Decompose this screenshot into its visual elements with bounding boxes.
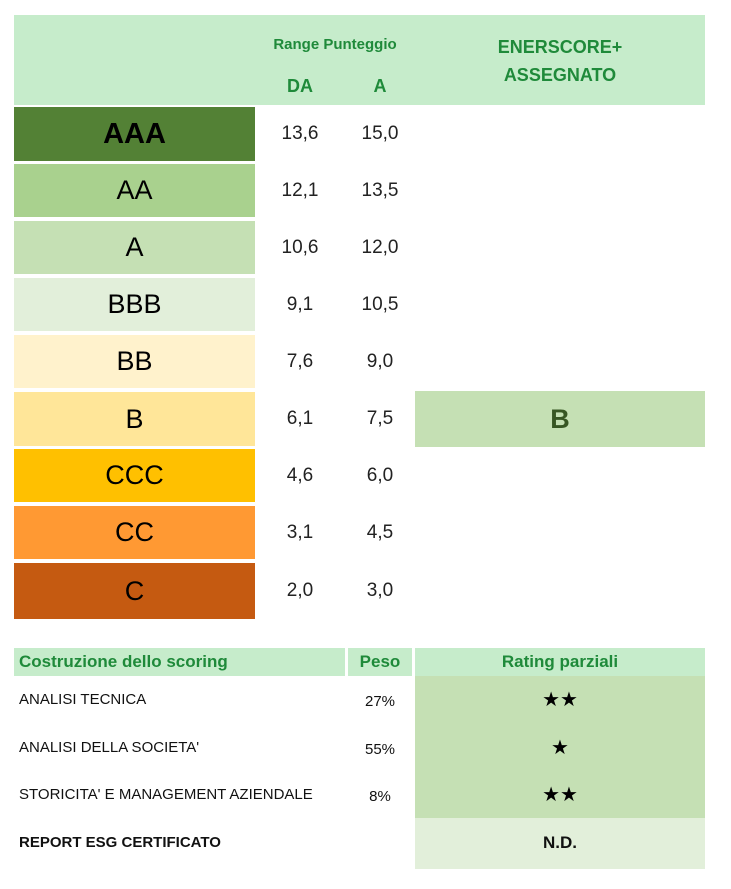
rating-header-band xyxy=(14,15,705,105)
grade-cell: BB xyxy=(14,335,255,388)
score-from: 12,1 xyxy=(281,179,319,201)
grade-cell: BBB xyxy=(14,278,255,331)
enerscore-header-line2: ASSEGNATO xyxy=(503,64,617,85)
two-star-rating: ★★ xyxy=(542,688,578,711)
score-from: 2,0 xyxy=(286,580,314,601)
assigned-rating-value: B xyxy=(550,403,570,434)
col-da-header: DA xyxy=(287,75,313,96)
score-to: 3,0 xyxy=(366,580,394,601)
score-from: 3,1 xyxy=(286,521,314,543)
grade-cell: AAA xyxy=(14,107,255,161)
report-esg-rating: N.D. xyxy=(543,833,577,852)
score-to: 7,5 xyxy=(366,408,394,429)
scoring-row-weight: 55% xyxy=(364,740,396,758)
score-from: 13,6 xyxy=(281,123,319,144)
score-from: 10,6 xyxy=(281,236,319,258)
score-from: 9,1 xyxy=(286,293,314,315)
scoring-header-label: Costruzione dello scoring xyxy=(14,648,345,676)
scoring-row-weight: 8% xyxy=(369,787,391,805)
col-a-header: A xyxy=(373,75,387,96)
two-star-rating: ★★ xyxy=(542,783,578,806)
scoring-row-weight: 27% xyxy=(364,692,396,710)
score-to: 15,0 xyxy=(361,123,399,144)
scoring-header-rating: Rating parziali xyxy=(415,648,705,676)
score-to: 13,5 xyxy=(361,179,399,201)
score-to: 12,0 xyxy=(361,236,399,258)
score-from: 7,6 xyxy=(286,350,314,372)
score-to: 4,5 xyxy=(366,521,394,543)
report-rating-cell xyxy=(415,818,705,869)
grade-cell: C xyxy=(14,563,255,619)
score-from: 6,1 xyxy=(286,408,314,429)
grade-cell: AA xyxy=(14,164,255,217)
report-esg-label: REPORT ESG CERTIFICATO xyxy=(19,833,221,851)
grade-cell: CC xyxy=(14,506,255,559)
grade-cell: CCC xyxy=(14,449,255,502)
score-to: 6,0 xyxy=(366,464,394,486)
grade-cell: A xyxy=(14,221,255,274)
range-title: Range Punteggio xyxy=(273,35,397,53)
scoring-row-label: STORICITA' E MANAGEMENT AZIENDALE xyxy=(19,785,313,803)
scoring-header-weight: Peso xyxy=(348,648,412,676)
score-to: 9,0 xyxy=(366,350,394,372)
scoring-row-label: ANALISI TECNICA xyxy=(19,690,147,708)
score-from: 4,6 xyxy=(286,464,314,486)
scoring-row-label: ANALISI DELLA SOCIETA' xyxy=(19,738,200,756)
one-star-rating: ★ xyxy=(551,736,569,759)
enerscore-header-line1: ENERSCORE+ xyxy=(497,36,623,57)
grade-cell: B xyxy=(14,392,255,446)
score-to: 10,5 xyxy=(361,293,399,315)
partial-rating-column xyxy=(415,676,705,818)
assigned-rating-cell: B xyxy=(415,391,705,447)
